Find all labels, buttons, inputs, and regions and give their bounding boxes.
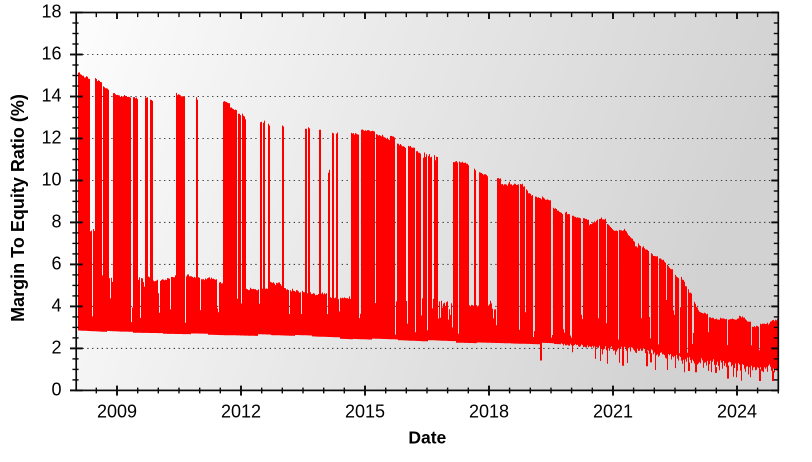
svg-text:2009: 2009 — [97, 401, 137, 421]
svg-text:14: 14 — [41, 86, 61, 106]
svg-text:2: 2 — [51, 337, 61, 357]
svg-text:2021: 2021 — [593, 401, 633, 421]
svg-text:Margin To Equity Ratio (%): Margin To Equity Ratio (%) — [8, 94, 28, 322]
svg-text:12: 12 — [41, 128, 61, 148]
svg-text:8: 8 — [51, 211, 61, 231]
svg-text:2012: 2012 — [221, 401, 261, 421]
svg-text:2015: 2015 — [345, 401, 385, 421]
svg-text:16: 16 — [41, 44, 61, 64]
svg-text:4: 4 — [51, 295, 61, 315]
svg-text:6: 6 — [51, 253, 61, 273]
svg-text:2024: 2024 — [717, 401, 757, 421]
svg-text:0: 0 — [51, 379, 61, 399]
svg-text:10: 10 — [41, 170, 61, 190]
svg-text:18: 18 — [41, 2, 61, 22]
svg-text:2018: 2018 — [469, 401, 509, 421]
svg-text:Date: Date — [408, 428, 446, 448]
